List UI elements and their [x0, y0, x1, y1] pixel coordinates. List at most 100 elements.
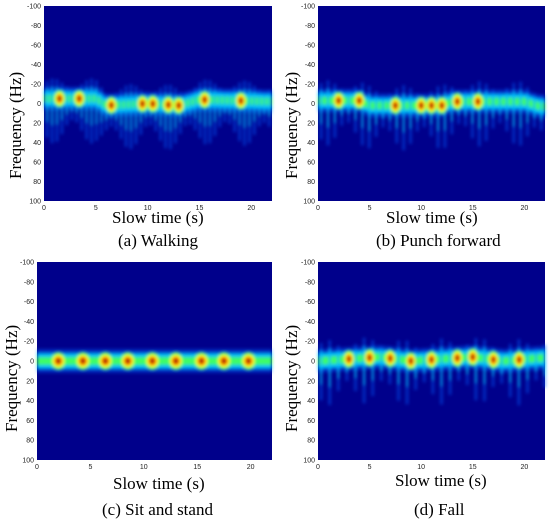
x-axis-label: Slow time (s): [112, 208, 204, 227]
y-tick-label: 0: [311, 101, 315, 108]
x-tick-label: 5: [88, 464, 92, 471]
x-tick-label: 0: [316, 205, 320, 212]
energy-blob: [140, 101, 145, 107]
energy-blob: [57, 96, 62, 102]
y-tick-label: 100: [29, 199, 41, 206]
energy-blob: [203, 97, 207, 103]
x-tick-label: 0: [35, 464, 39, 471]
y-tick-label: 80: [33, 179, 41, 186]
energy-blob: [476, 99, 480, 104]
y-tick-label: 80: [26, 438, 34, 445]
spectrogram-fall: -100 -80 -60 -40 -20 0 20 40 60 80 100 0 5 10 15 20: [301, 260, 546, 471]
y-tick-label: 20: [26, 378, 34, 385]
energy-blob: [357, 98, 361, 104]
x-tick-label: 20: [520, 464, 528, 471]
y-tick-label: -100: [27, 4, 41, 11]
energy-blob: [239, 98, 243, 104]
y-tick-label: 20: [307, 378, 315, 385]
energy-blob: [429, 357, 434, 363]
x-tick-label: 10: [140, 464, 148, 471]
y-axis-label: Frequency (Hz): [2, 324, 21, 432]
spectrogram-punch-forward: -100 -80 -60 -40 -20 0 20 40 60 80 100 0 5 10 15 20: [301, 4, 545, 212]
x-tick-label: 20: [247, 464, 255, 471]
energy-blob: [199, 358, 204, 364]
x-tick-label: 5: [94, 205, 98, 212]
spectrogram-sit-and-stand: -100 -80 -60 -40 -20 0 20 40 60 80 100 0 5 10 15 20: [20, 260, 272, 471]
y-tick-label: -40: [31, 62, 41, 69]
y-tick-label: -80: [24, 279, 34, 286]
x-tick-label: 15: [469, 464, 477, 471]
x-tick-label: 5: [368, 205, 372, 212]
y-tick-label: 100: [303, 458, 315, 465]
y-tick-label: 0: [37, 101, 41, 108]
energy-blob: [429, 103, 434, 108]
y-tick-label: 100: [22, 458, 34, 465]
y-tick-label: 60: [26, 418, 34, 425]
energy-blob: [388, 355, 392, 361]
energy-blob: [455, 99, 459, 104]
y-tick-label: -80: [31, 23, 41, 30]
energy-blob: [419, 103, 423, 108]
energy-blob: [150, 358, 155, 364]
x-tick-label: 5: [368, 464, 372, 471]
y-tick-label: -80: [305, 279, 315, 286]
y-tick-label: -60: [305, 299, 315, 306]
energy-blob: [80, 358, 86, 364]
y-tick-label: -100: [301, 260, 315, 267]
x-tick-label: 10: [144, 205, 152, 212]
y-tick-label: 60: [307, 160, 315, 167]
y-tick-label: -20: [305, 339, 315, 346]
caption-punch-forward: (b) Punch forward: [376, 231, 501, 250]
y-tick-label: -20: [305, 82, 315, 89]
spectrogram-walking: -100 -80 -60 -40 -20 0 20 40 60 80 100 0 5 10 15 20: [27, 4, 272, 212]
energy-blob: [151, 101, 155, 107]
y-tick-label: 40: [33, 140, 41, 147]
y-tick-label: -80: [305, 23, 315, 30]
energy-blob: [393, 103, 397, 108]
y-tick-label: 40: [307, 140, 315, 147]
energy-blob: [109, 102, 113, 108]
y-tick-label: -40: [305, 62, 315, 69]
y-tick-label: 20: [33, 121, 41, 128]
x-axis-label: Slow time (s): [386, 208, 478, 227]
y-tick-label: 0: [311, 359, 315, 366]
energy-blob: [347, 356, 351, 362]
energy-blob: [77, 96, 81, 102]
energy-blob: [56, 358, 61, 364]
energy-blob: [125, 358, 130, 364]
y-tick-label: 20: [307, 121, 315, 128]
x-tick-label: 15: [469, 205, 477, 212]
caption-sit-and-stand: (c) Sit and stand: [102, 500, 213, 519]
y-tick-label: -60: [305, 43, 315, 50]
y-axis-label: Frequency (Hz): [6, 71, 25, 179]
x-tick-label: 0: [42, 205, 46, 212]
y-tick-label: -60: [24, 299, 34, 306]
x-tick-label: 20: [247, 205, 255, 212]
spectrogram-energy: [44, 78, 272, 150]
spectrogram-energy: [318, 337, 546, 406]
y-tick-label: 60: [33, 160, 41, 167]
x-axis-label: Slow time (s): [395, 471, 487, 490]
x-tick-label: 15: [193, 464, 201, 471]
y-tick-label: 0: [30, 359, 34, 366]
energy-blob: [368, 355, 372, 361]
energy-blob: [409, 358, 413, 364]
x-axis-label: Slow time (s): [113, 474, 205, 493]
energy-blob: [471, 354, 475, 360]
energy-blob: [166, 102, 170, 108]
y-tick-label: 40: [307, 398, 315, 405]
y-tick-label: 80: [307, 179, 315, 186]
x-tick-label: 0: [316, 464, 320, 471]
energy-blob: [517, 357, 521, 363]
spectrogram-energy: [37, 349, 272, 373]
y-tick-label: -20: [24, 339, 34, 346]
caption-walking: (a) Walking: [118, 231, 198, 250]
x-tick-label: 10: [417, 205, 425, 212]
